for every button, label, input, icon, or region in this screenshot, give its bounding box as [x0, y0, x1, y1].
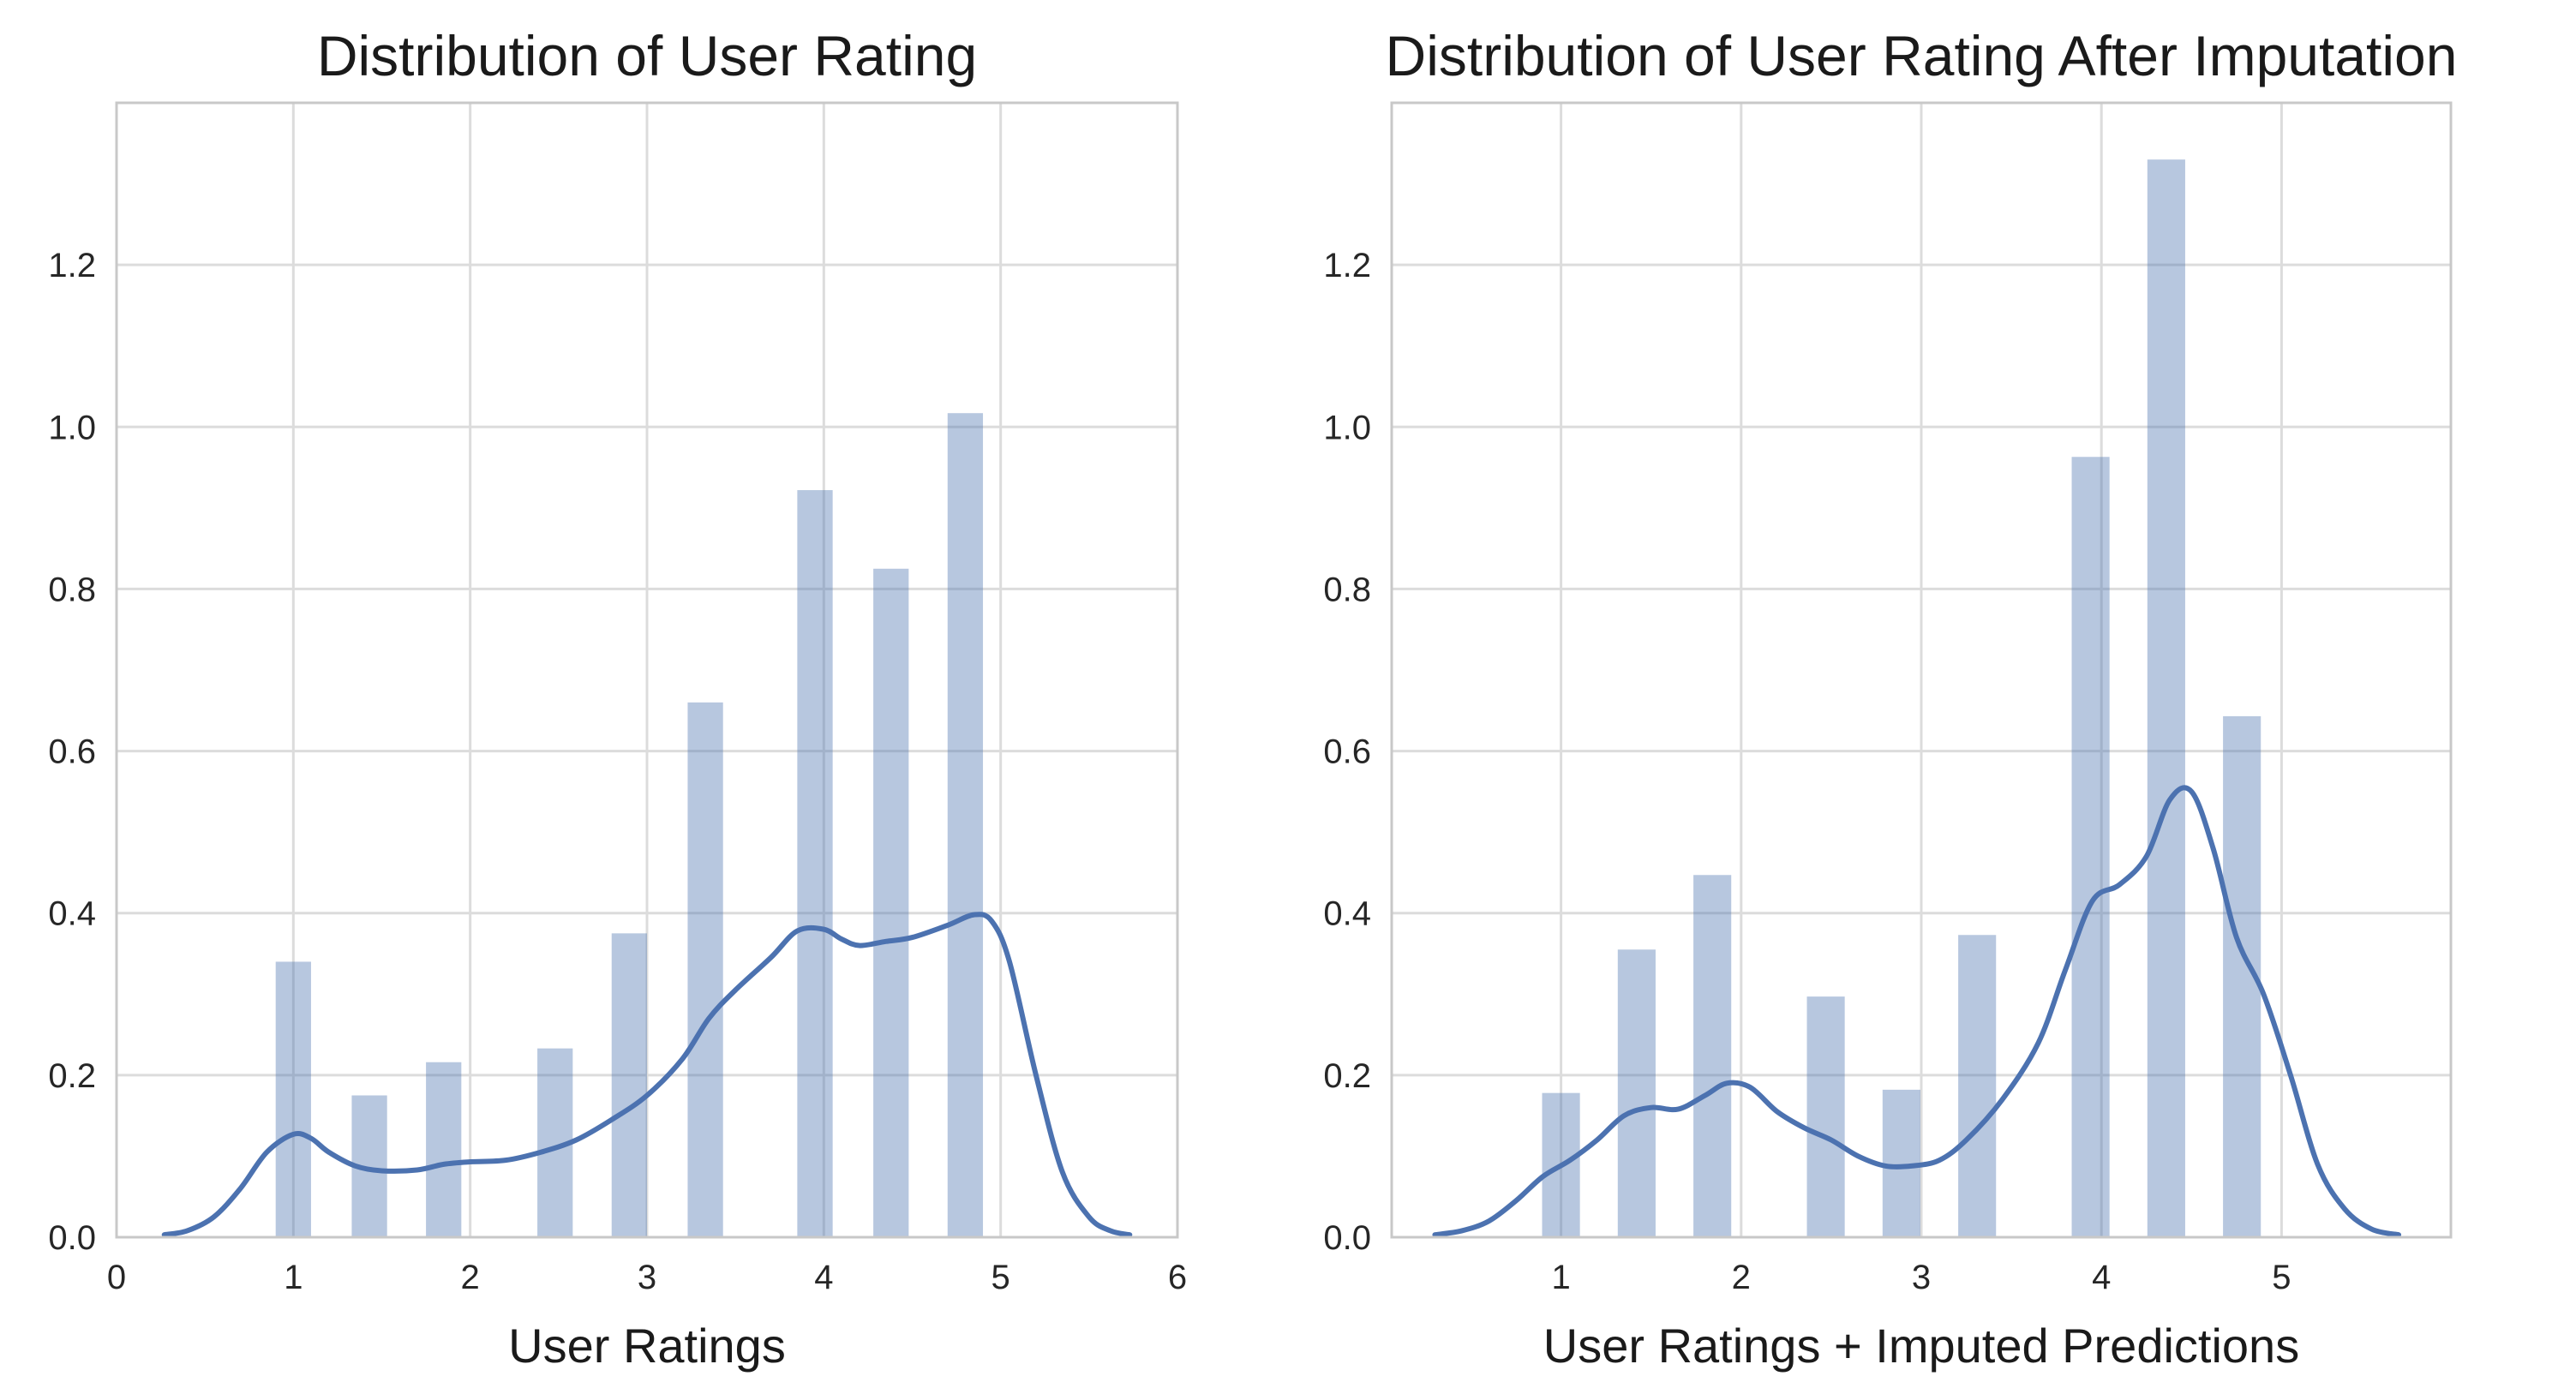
right-y-tick-label: 0.8: [1323, 571, 1371, 608]
left-x-tick-label: 6: [1168, 1259, 1187, 1296]
left-bar: [797, 490, 833, 1237]
right-bar: [1617, 949, 1656, 1237]
left-y-tick-label: 1.2: [48, 247, 96, 284]
right-kde-line: [1432, 785, 2402, 1238]
right-y-tick-label: 1.0: [1323, 409, 1371, 446]
left-bar: [873, 568, 909, 1237]
left-x-tick-label: 3: [638, 1259, 656, 1296]
left-kde-line: [161, 912, 1133, 1238]
left-plot-frame: [115, 101, 1179, 1239]
left-x-tick-label: 1: [284, 1259, 303, 1296]
right-x-tick-label: 5: [2272, 1259, 2291, 1296]
left-bar: [611, 933, 647, 1237]
left-grid: [115, 103, 1179, 1239]
right-bar: [1806, 996, 1845, 1237]
right-bar: [1693, 875, 1732, 1237]
right-x-tick-label: 1: [1551, 1259, 1570, 1296]
right-y-tick-label: 0.6: [1323, 733, 1371, 771]
right-bar: [2071, 457, 2110, 1237]
right-bars: [1542, 159, 2261, 1238]
right-chart: 1 2 3 4 5 0.0 0.2 0.4 0.6 0.8 1.0 1.2 Distribution …: [1323, 24, 2457, 1373]
right-x-tick-label: 4: [2092, 1259, 2111, 1296]
left-bar: [947, 413, 984, 1237]
right-x-tick-label: 2: [1732, 1259, 1751, 1296]
right-x-axis-label: User Ratings + Imputed Predictions: [1543, 1319, 2299, 1373]
left-y-tick-label: 0.0: [48, 1219, 96, 1257]
left-x-tick-label: 5: [991, 1259, 1010, 1296]
left-x-tick-label: 4: [814, 1259, 833, 1296]
right-y-tick-label: 1.2: [1323, 247, 1371, 284]
left-x-tick-label: 0: [107, 1259, 126, 1296]
right-grid: [1392, 103, 2451, 1239]
left-bars: [275, 413, 984, 1237]
left-y-tick-label: 0.2: [48, 1057, 96, 1095]
right-bar: [2147, 159, 2185, 1238]
left-bar: [275, 961, 311, 1237]
left-x-tick-label: 2: [461, 1259, 480, 1296]
right-y-tick-label: 0.2: [1323, 1057, 1371, 1095]
left-chart-title: Distribution of User Rating: [317, 24, 977, 87]
right-y-tick-label: 0.0: [1323, 1219, 1371, 1257]
right-bar: [1958, 935, 1997, 1237]
left-tick-labels: 0 1 2 3 4 5 6 0.0 0.2 0.4 0.6 0.8 1.0 1.2: [48, 247, 1187, 1296]
left-y-tick-label: 0.4: [48, 895, 96, 933]
left-bar: [687, 702, 723, 1237]
right-plot-frame: [1390, 101, 2453, 1239]
right-x-tick-label: 3: [1912, 1259, 1931, 1296]
right-chart-title: Distribution of User Rating After Imputa…: [1386, 24, 2458, 87]
left-chart: 0 1 2 3 4 5 6 0.0 0.2 0.4 0.6 0.8 1.0 1.2 Distributio…: [48, 24, 1187, 1373]
right-y-tick-label: 0.4: [1323, 895, 1371, 933]
left-y-tick-label: 0.6: [48, 733, 96, 771]
left-bar: [426, 1062, 462, 1237]
left-x-axis-label: User Ratings: [508, 1319, 786, 1373]
left-y-tick-label: 1.0: [48, 409, 96, 446]
left-y-tick-label: 0.8: [48, 571, 96, 608]
right-tick-labels: 1 2 3 4 5 0.0 0.2 0.4 0.6 0.8 1.0 1.2: [1323, 247, 2291, 1296]
